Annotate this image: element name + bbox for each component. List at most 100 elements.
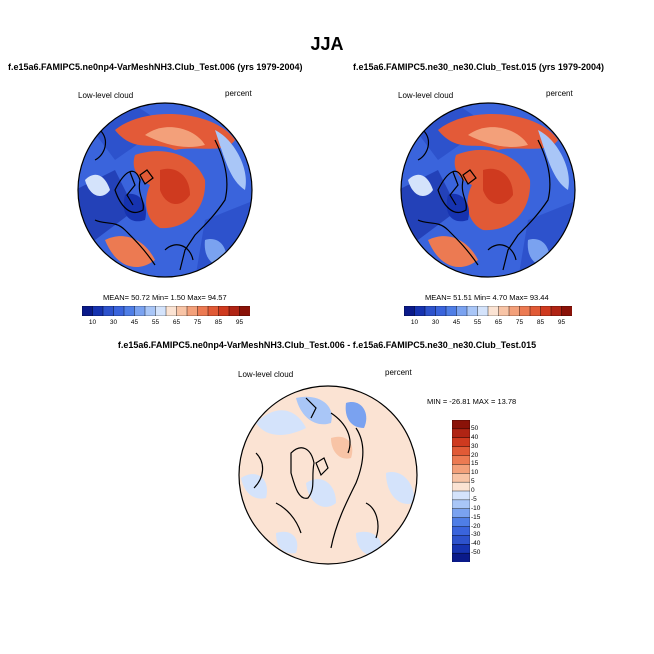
diff-colorbar-swatch (452, 437, 470, 448)
diff-panel-polar-map (238, 385, 418, 565)
diff-colorbar-tick-label: 15 (471, 460, 479, 468)
diff-colorbar-tick-label: -40 (471, 540, 481, 548)
colorbar-swatch (424, 306, 437, 316)
diff-colorbar-swatch (452, 526, 470, 536)
colorbar-swatch (477, 306, 489, 316)
colorbar-swatch (218, 306, 230, 316)
panel-1-colorbar (82, 306, 250, 316)
panel-1-variable: Low-level cloud (78, 91, 134, 100)
colorbar-tick-label: 30 (431, 319, 440, 326)
diff-colorbar-swatch (452, 535, 470, 545)
colorbar-swatch (155, 306, 167, 316)
colorbar-swatch (197, 306, 209, 316)
colorbar-tick-label: 95 (235, 319, 244, 326)
colorbar-swatch (176, 306, 188, 316)
colorbar-swatch (456, 306, 468, 316)
colorbar-tick-label: 55 (473, 319, 482, 326)
colorbar-swatch (113, 306, 125, 316)
diff-colorbar-tick-label: 10 (471, 469, 479, 477)
diff-colorbar-swatch (452, 428, 470, 439)
diff-colorbar-swatch (452, 420, 470, 430)
colorbar-tick-label: 95 (557, 319, 566, 326)
diff-colorbar-swatch (452, 473, 470, 483)
colorbar-swatch (239, 306, 250, 316)
panel-1-stats: MEAN= 50.72 Min= 1.50 Max= 94.57 (103, 293, 227, 302)
panel-2-colorbar (404, 306, 572, 316)
diff-colorbar-swatch (452, 544, 470, 554)
colorbar-swatch (435, 306, 447, 316)
panel-1-title: f.e15a6.FAMIPC5.ne0np4-VarMeshNH3.Club_T… (8, 62, 303, 72)
colorbar-swatch (207, 306, 220, 316)
diff-colorbar-tick-label: 20 (471, 451, 479, 459)
colorbar-swatch (82, 306, 94, 316)
diff-colorbar-swatch (452, 481, 470, 492)
panel-1-units: percent (225, 89, 252, 98)
colorbar-swatch (519, 306, 531, 316)
colorbar-swatch (228, 306, 241, 316)
colorbar-swatch (508, 306, 521, 316)
colorbar-tick-label: 45 (130, 319, 139, 326)
panel-2-colorbar-labels: 10 30 45 55 65 75 85 95 (404, 319, 572, 329)
colorbar-tick-label: 85 (536, 319, 545, 326)
diff-colorbar-tick-label: -5 (471, 495, 477, 503)
colorbar-swatch (92, 306, 104, 316)
colorbar-swatch (404, 306, 416, 316)
figure-title: JJA (310, 34, 344, 54)
diff-colorbar-tick-label: -30 (471, 531, 481, 539)
colorbar-swatch (550, 306, 563, 316)
diff-colorbar-tick-label: -15 (471, 513, 481, 521)
diff-colorbar-swatch (452, 464, 470, 474)
colorbar-tick-label: 65 (494, 319, 503, 326)
colorbar-swatch (487, 306, 500, 316)
colorbar-swatch (498, 306, 510, 316)
colorbar-tick-label: 10 (88, 319, 97, 326)
panel-2-stats: MEAN= 51.51 Min= 4.70 Max= 93.44 (425, 293, 549, 302)
diff-colorbar-swatch (452, 455, 470, 465)
colorbar-swatch (134, 306, 146, 316)
diff-colorbar-tick-label: -10 (471, 504, 481, 512)
panel-2-polar-map (400, 102, 576, 278)
diff-colorbar-swatch (452, 499, 470, 510)
panel-2-title: f.e15a6.FAMIPC5.ne30_ne30.Club_Test.015 … (353, 62, 604, 72)
colorbar-tick-label: 55 (151, 319, 160, 326)
diff-panel-title: f.e15a6.FAMIPC5.ne0np4-VarMeshNH3.Club_T… (117, 340, 537, 350)
diff-colorbar-tick-label: 0 (471, 487, 475, 494)
diff-colorbar-swatch (452, 490, 470, 501)
colorbar-swatch (414, 306, 426, 316)
colorbar-swatch (529, 306, 542, 316)
diff-colorbar-swatch (452, 552, 470, 562)
diff-colorbar-tick-label: 40 (471, 433, 479, 441)
diff-colorbar-swatch (452, 446, 470, 457)
diff-colorbar-tick-label: 5 (471, 478, 475, 486)
diff-panel-variable: Low-level cloud (238, 370, 294, 379)
panel-2-variable: Low-level cloud (398, 91, 454, 100)
panel-1-colorbar-labels: 10 30 45 55 65 75 85 95 (82, 319, 250, 329)
colorbar-tick-label: 75 (193, 319, 202, 326)
colorbar-swatch (540, 306, 552, 316)
colorbar-swatch (466, 306, 479, 316)
colorbar-swatch (123, 306, 136, 316)
diff-colorbar (452, 420, 470, 562)
diff-panel-stats: MIN = -26.81 MAX = 13.78 (427, 397, 517, 406)
colorbar-swatch (445, 306, 458, 316)
panel-2-units: percent (546, 89, 573, 98)
colorbar-swatch (165, 306, 178, 316)
diff-colorbar-swatch (452, 508, 470, 519)
diff-colorbar-tick-label: -50 (471, 549, 481, 557)
colorbar-tick-label: 65 (172, 319, 181, 326)
diff-panel-units: percent (385, 368, 412, 377)
diff-colorbar-tick-label: 30 (471, 442, 479, 450)
colorbar-swatch (102, 306, 115, 316)
colorbar-tick-label: 10 (410, 319, 419, 326)
panel-1-polar-map (77, 102, 253, 278)
diff-colorbar-tick-label: -20 (471, 522, 481, 530)
colorbar-swatch (186, 306, 199, 316)
colorbar-tick-label: 45 (452, 319, 461, 326)
diff-colorbar-labels: 50 40 30 20 15 10 5 0 -5 -10 -15 -20 -30 -40 -50 (471, 420, 511, 562)
colorbar-tick-label: 75 (515, 319, 524, 326)
colorbar-tick-label: 30 (109, 319, 118, 326)
diff-colorbar-swatch (452, 517, 470, 528)
colorbar-swatch (144, 306, 157, 316)
colorbar-tick-label: 85 (214, 319, 223, 326)
diff-colorbar-tick-label: 50 (471, 424, 479, 432)
